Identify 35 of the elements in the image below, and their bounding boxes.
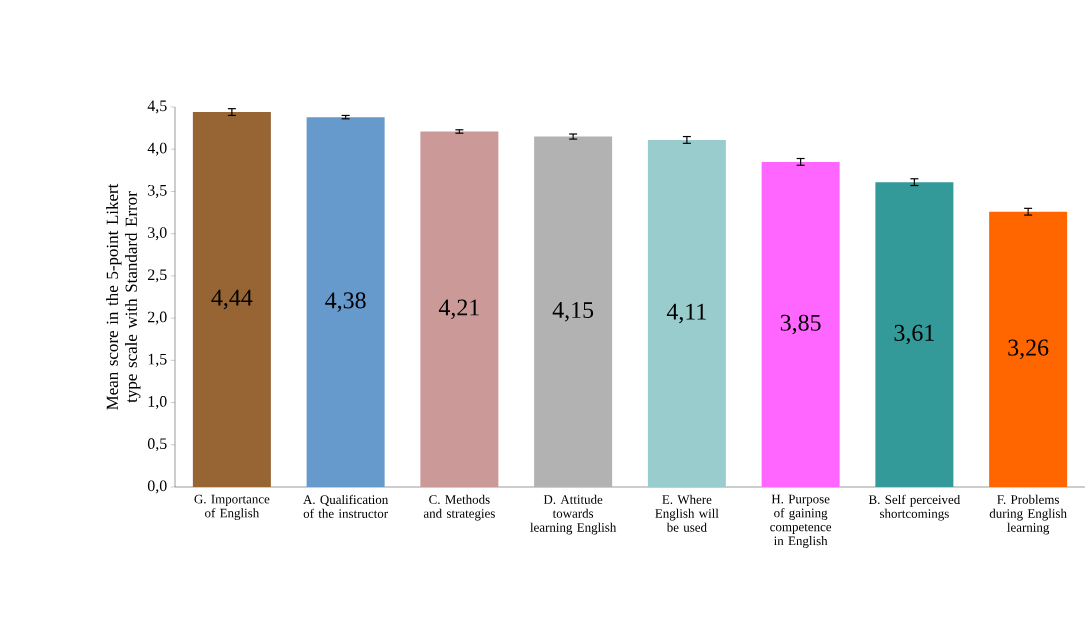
data-label: 4,21 (438, 299, 479, 319)
bar (647, 139, 726, 487)
y-tick-label: 0,5 (147, 438, 167, 452)
x-tick-label: B. Self perceived shortcomings (868, 494, 961, 521)
y-tick-label: 4,0 (147, 142, 167, 156)
bar (534, 136, 613, 487)
data-label: 3,61 (894, 324, 934, 345)
y-tick-label: 2,5 (148, 269, 167, 283)
data-label: 4,15 (552, 302, 594, 322)
data-label: 4,44 (211, 289, 253, 310)
data-label: 4,38 (325, 292, 366, 312)
x-tick-label: A. Qualification of the instructor (303, 494, 389, 518)
x-tick-label: C. Methods and strategies (423, 494, 495, 521)
x-tick-label: D. Attitude towards learning English (530, 494, 617, 535)
x-tick-label: E. Where English will be used (655, 494, 719, 532)
y-tick-label: 1,5 (148, 353, 167, 367)
y-axis-title: Mean score in the 5-point Likert type scale with Standard Error (106, 183, 141, 410)
data-label: 4,11 (666, 303, 706, 324)
bar (192, 112, 271, 487)
data-label: 3,26 (1008, 339, 1049, 360)
bar (989, 211, 1068, 487)
y-tick-label: 3,5 (148, 184, 167, 198)
bar (761, 161, 840, 487)
x-tick-label: F. Problems during English learning (989, 494, 1067, 535)
bar (875, 182, 954, 487)
x-tick-label: G. Importance of English (194, 494, 270, 521)
y-tick-label: 2,0 (148, 311, 167, 325)
y-tick-label: 1,0 (148, 396, 167, 410)
bar (420, 131, 499, 487)
x-tick-label: H. Purpose of gaining competence in English (770, 494, 832, 548)
data-label: 3,85 (780, 314, 821, 335)
y-tick-label: 0,0 (147, 480, 167, 494)
bar (306, 117, 385, 487)
y-tick-label: 4,5 (147, 100, 167, 114)
y-tick-label: 3,0 (148, 227, 167, 241)
